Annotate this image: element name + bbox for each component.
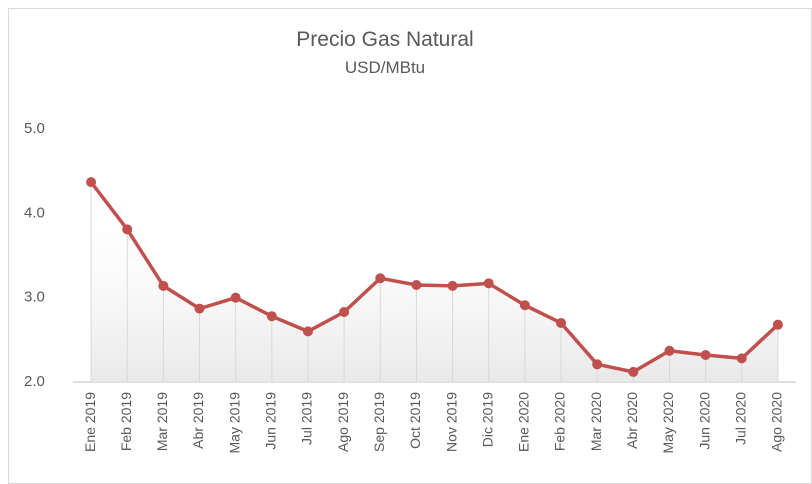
point	[483, 278, 494, 289]
line	[89, 181, 780, 374]
chart-title: Precio Gas Natural	[296, 28, 473, 51]
x-tick-label: Dic 2019	[479, 392, 495, 447]
x-tick-label: Mar 2020	[588, 392, 604, 451]
area	[91, 182, 778, 382]
point	[736, 353, 747, 364]
point	[411, 280, 422, 291]
point	[700, 350, 711, 361]
point	[375, 273, 386, 284]
point	[86, 177, 97, 188]
x-tick-label: Feb 2020	[552, 392, 568, 451]
point	[194, 303, 205, 314]
x-tick-label: Ago 2019	[335, 392, 351, 452]
x-tick-label: Jul 2019	[299, 392, 315, 445]
x-tick-label: May 2019	[226, 392, 242, 454]
x-tick-label: Jun 2020	[696, 392, 712, 450]
x-tick-label: Ene 2019	[82, 392, 98, 452]
x-tick-label: Abr 2019	[190, 392, 206, 449]
y-tick-label: 3.0	[24, 289, 45, 306]
point	[664, 345, 675, 356]
x-tick-label: Ago 2020	[769, 392, 785, 452]
x-tick-label: Ene 2020	[516, 392, 532, 452]
point	[122, 224, 133, 235]
x-tick-label: Oct 2019	[407, 392, 423, 449]
point	[339, 307, 350, 318]
x-tick-label: May 2020	[660, 392, 676, 454]
point	[628, 366, 639, 377]
point	[266, 311, 277, 322]
x-tick-label: Jun 2019	[263, 392, 279, 450]
chart-subtitle: USD/MBtu	[345, 58, 425, 77]
point	[592, 359, 603, 370]
y-tick-label: 4.0	[24, 204, 45, 221]
y-tick-label: 2.0	[24, 373, 45, 390]
point	[302, 326, 313, 337]
x-tick-label: Mar 2019	[154, 392, 170, 451]
x-tick-label: Jul 2020	[732, 392, 748, 445]
x-tick-label: Abr 2020	[624, 392, 640, 449]
point	[519, 300, 530, 311]
x-tick-label: Feb 2019	[118, 392, 134, 451]
y-tick-label: 5.0	[24, 120, 45, 137]
point	[556, 317, 567, 328]
point	[230, 292, 241, 303]
point	[158, 280, 169, 291]
point	[772, 319, 783, 330]
chart-border	[8, 8, 812, 484]
x-tick-label: Nov 2019	[443, 392, 459, 452]
x-tick-label: Sep 2019	[371, 392, 387, 452]
point	[447, 280, 458, 291]
